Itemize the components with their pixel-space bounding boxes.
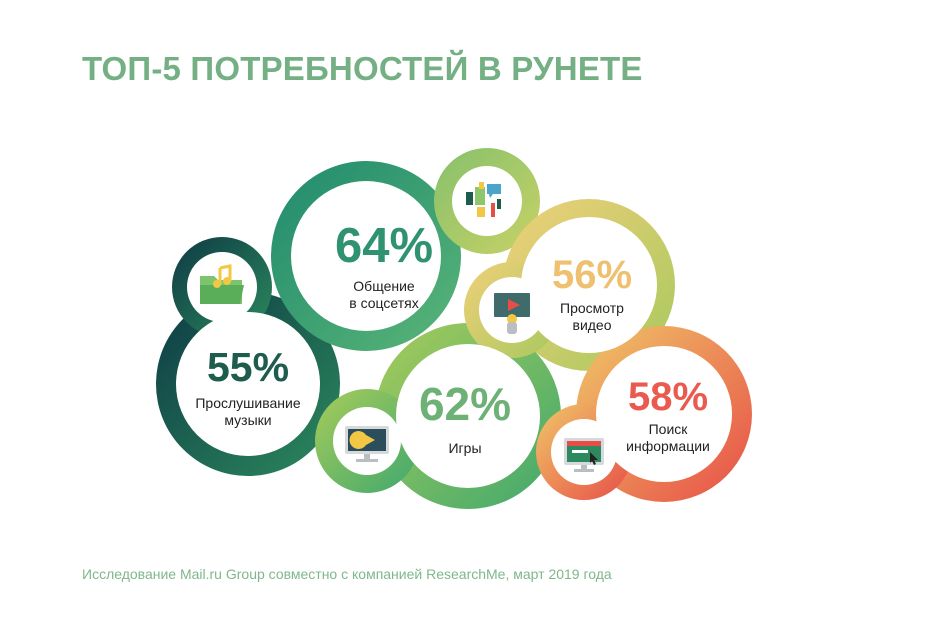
search-screen-icon xyxy=(564,438,604,472)
social-disk xyxy=(291,181,441,331)
search-category-label: Поиск xyxy=(649,421,689,437)
search-value-label: 58% xyxy=(628,375,708,419)
social-value-label: 64% xyxy=(335,219,433,273)
video-category-label: Просмотр xyxy=(560,300,624,316)
bubble-disks xyxy=(176,166,732,488)
game-monitor-icon xyxy=(345,426,389,462)
games-category-label: Игры xyxy=(448,440,481,456)
search-category-label: информации xyxy=(626,438,710,454)
games-disk xyxy=(396,344,540,488)
social-icon-disk xyxy=(452,166,522,236)
search-disk xyxy=(596,346,732,482)
social-category-label: Общение xyxy=(353,278,415,294)
music-folder-icon xyxy=(200,264,244,304)
video-disk xyxy=(521,217,657,353)
music-category-label: музыки xyxy=(224,412,271,428)
source-note: Исследование Mail.ru Group совместно с к… xyxy=(82,566,612,582)
music-category-label: Прослушивание xyxy=(195,395,300,411)
social-category-label: в соцсетях xyxy=(349,295,418,311)
video-player-icon xyxy=(494,293,530,334)
page-title: ТОП-5 ПОТРЕБНОСТЕЙ В РУНЕТЕ xyxy=(82,50,643,87)
games-value-label: 62% xyxy=(419,378,511,430)
music-disk xyxy=(176,312,320,456)
music-value-label: 55% xyxy=(207,344,289,390)
social-network-icon xyxy=(466,182,501,217)
video-value-label: 56% xyxy=(552,253,632,297)
video-category-label: видео xyxy=(573,317,612,333)
